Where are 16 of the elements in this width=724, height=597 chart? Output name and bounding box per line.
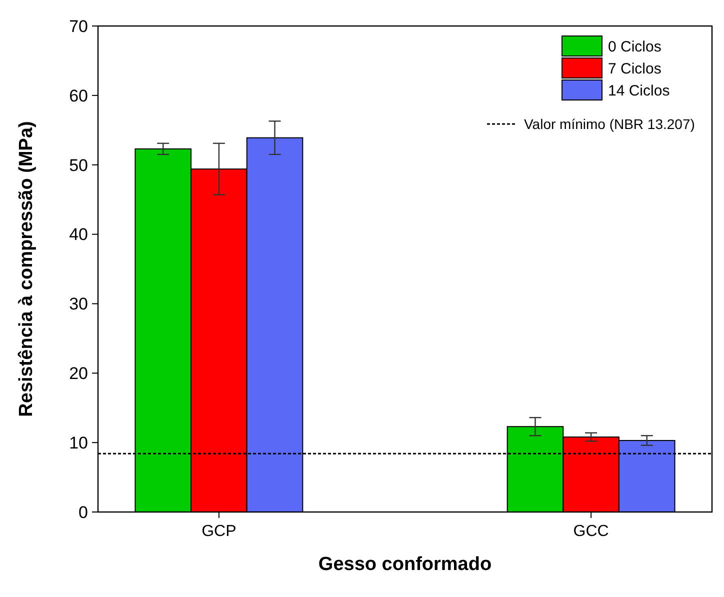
y-tick-label: 40 [69, 225, 88, 244]
y-tick-label: 20 [69, 364, 88, 384]
legend-label: 14 Ciclos [608, 82, 670, 100]
y-tick-label: 60 [69, 86, 88, 106]
legend-label: 7 Ciclos [608, 60, 662, 78]
legend-label: Valor mínimo (NBR 13.207) [524, 116, 695, 132]
y-tick-label: 50 [69, 156, 88, 175]
y-tick-label: 30 [69, 294, 88, 314]
y-axis-title: Resistência à compressão (MPa) [16, 121, 37, 417]
y-tick-label: 0 [78, 502, 88, 522]
x-tick-label: GCP [202, 523, 236, 540]
x-tick-label: GCC [573, 523, 609, 540]
legend-label: 0 Ciclos [608, 38, 662, 56]
y-tick-label: 70 [69, 16, 88, 36]
x-axis-title: Gesso conformado [318, 554, 492, 575]
y-tick-label: 10 [69, 434, 88, 453]
